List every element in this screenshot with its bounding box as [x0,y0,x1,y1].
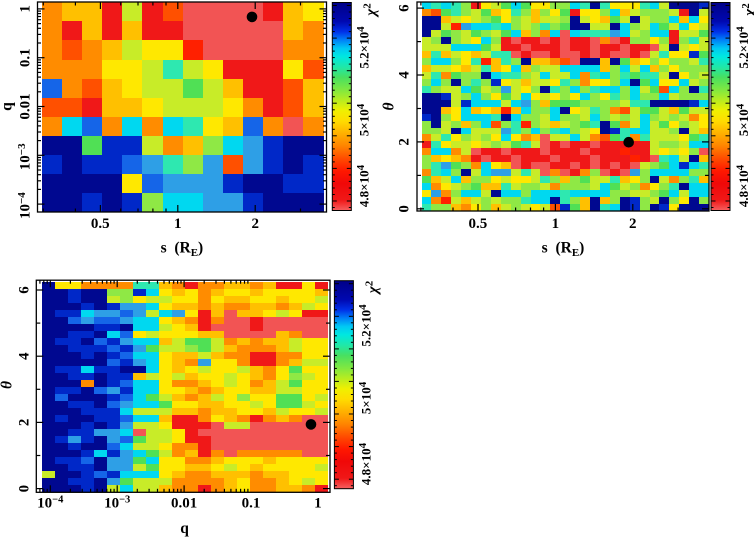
svg-text:2: 2 [17,419,33,427]
svg-text:1: 1 [314,496,322,512]
svg-text:0: 0 [397,205,413,213]
svg-text:1: 1 [174,216,182,232]
svg-text:1: 1 [552,216,560,232]
svg-text:1: 1 [18,5,34,13]
svg-text:2: 2 [397,138,413,146]
svg-text:0.01: 0.01 [171,496,197,512]
svg-text:4.8×104: 4.8×104 [355,164,372,207]
svg-text:0: 0 [17,485,33,493]
svg-text:0.5: 0.5 [469,216,488,232]
svg-text:5.2×104: 5.2×104 [735,26,752,69]
svg-text:5×104: 5×104 [357,381,374,414]
svg-text:0.1: 0.1 [18,48,34,67]
svg-text:2: 2 [629,216,637,232]
svg-text:4: 4 [17,352,33,360]
svg-text:q: q [0,102,16,111]
svg-text:5.2×104: 5.2×104 [355,26,372,69]
svg-text:4: 4 [397,71,413,79]
svg-text:5×104: 5×104 [355,103,372,136]
svg-text:4.8×104: 4.8×104 [357,442,374,485]
svg-text:0.5: 0.5 [91,216,110,232]
svg-text:6: 6 [17,286,33,294]
svg-text:0.1: 0.1 [242,496,261,512]
svg-text:θ: θ [0,381,16,389]
svg-text:2: 2 [251,216,259,232]
svg-text:q: q [180,520,189,537]
svg-text:θ: θ [381,102,398,110]
svg-text:6: 6 [397,4,413,12]
svg-text:5.2×104: 5.2×104 [357,304,374,347]
svg-text:4.8×104: 4.8×104 [735,164,752,207]
svg-text:χ2: χ2 [740,3,754,18]
svg-text:5×104: 5×104 [735,103,752,136]
svg-text:0.01: 0.01 [18,93,34,119]
